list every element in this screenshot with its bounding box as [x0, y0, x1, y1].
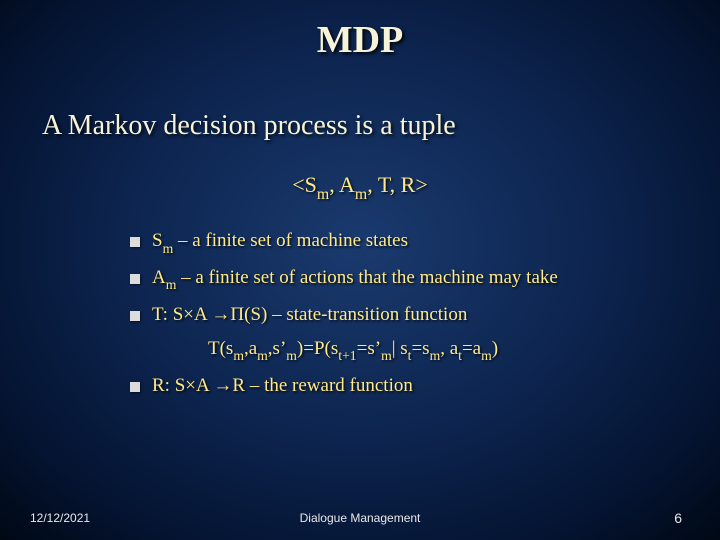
transition-formula: T(sm,am,s’m)=P(st+1=s’m| st=sm, at=am) [0, 338, 720, 363]
slide-title: MDP [0, 0, 720, 62]
bullet-icon [130, 237, 140, 247]
slide-footer: 12/12/2021 Dialogue Management 6 [0, 510, 720, 526]
bullet-text: T: S×A →Π(S) – state-transition function [152, 304, 467, 326]
bullet-list: Sm – a finite set of machine states Am –… [0, 202, 720, 326]
slide-subtitle: A Markov decision process is a tuple [0, 62, 720, 142]
bullet-text: R: S×A →R – the reward function [152, 375, 413, 397]
footer-page-number: 6 [674, 510, 682, 526]
tuple-definition: <Sm, Am, T, R> [0, 142, 720, 202]
list-item: Am – a finite set of actions that the ma… [130, 267, 720, 292]
bullet-icon [130, 274, 140, 284]
bullet-icon [130, 382, 140, 392]
footer-title: Dialogue Management [300, 511, 421, 525]
list-item: Sm – a finite set of machine states [130, 230, 720, 255]
bullet-text: Sm – a finite set of machine states [152, 230, 408, 255]
footer-date: 12/12/2021 [30, 511, 90, 525]
bullet-icon [130, 311, 140, 321]
bullet-list-cont: R: S×A →R – the reward function [0, 375, 720, 397]
bullet-text: Am – a finite set of actions that the ma… [152, 267, 558, 292]
list-item: R: S×A →R – the reward function [130, 375, 720, 397]
list-item: T: S×A →Π(S) – state-transition function [130, 304, 720, 326]
